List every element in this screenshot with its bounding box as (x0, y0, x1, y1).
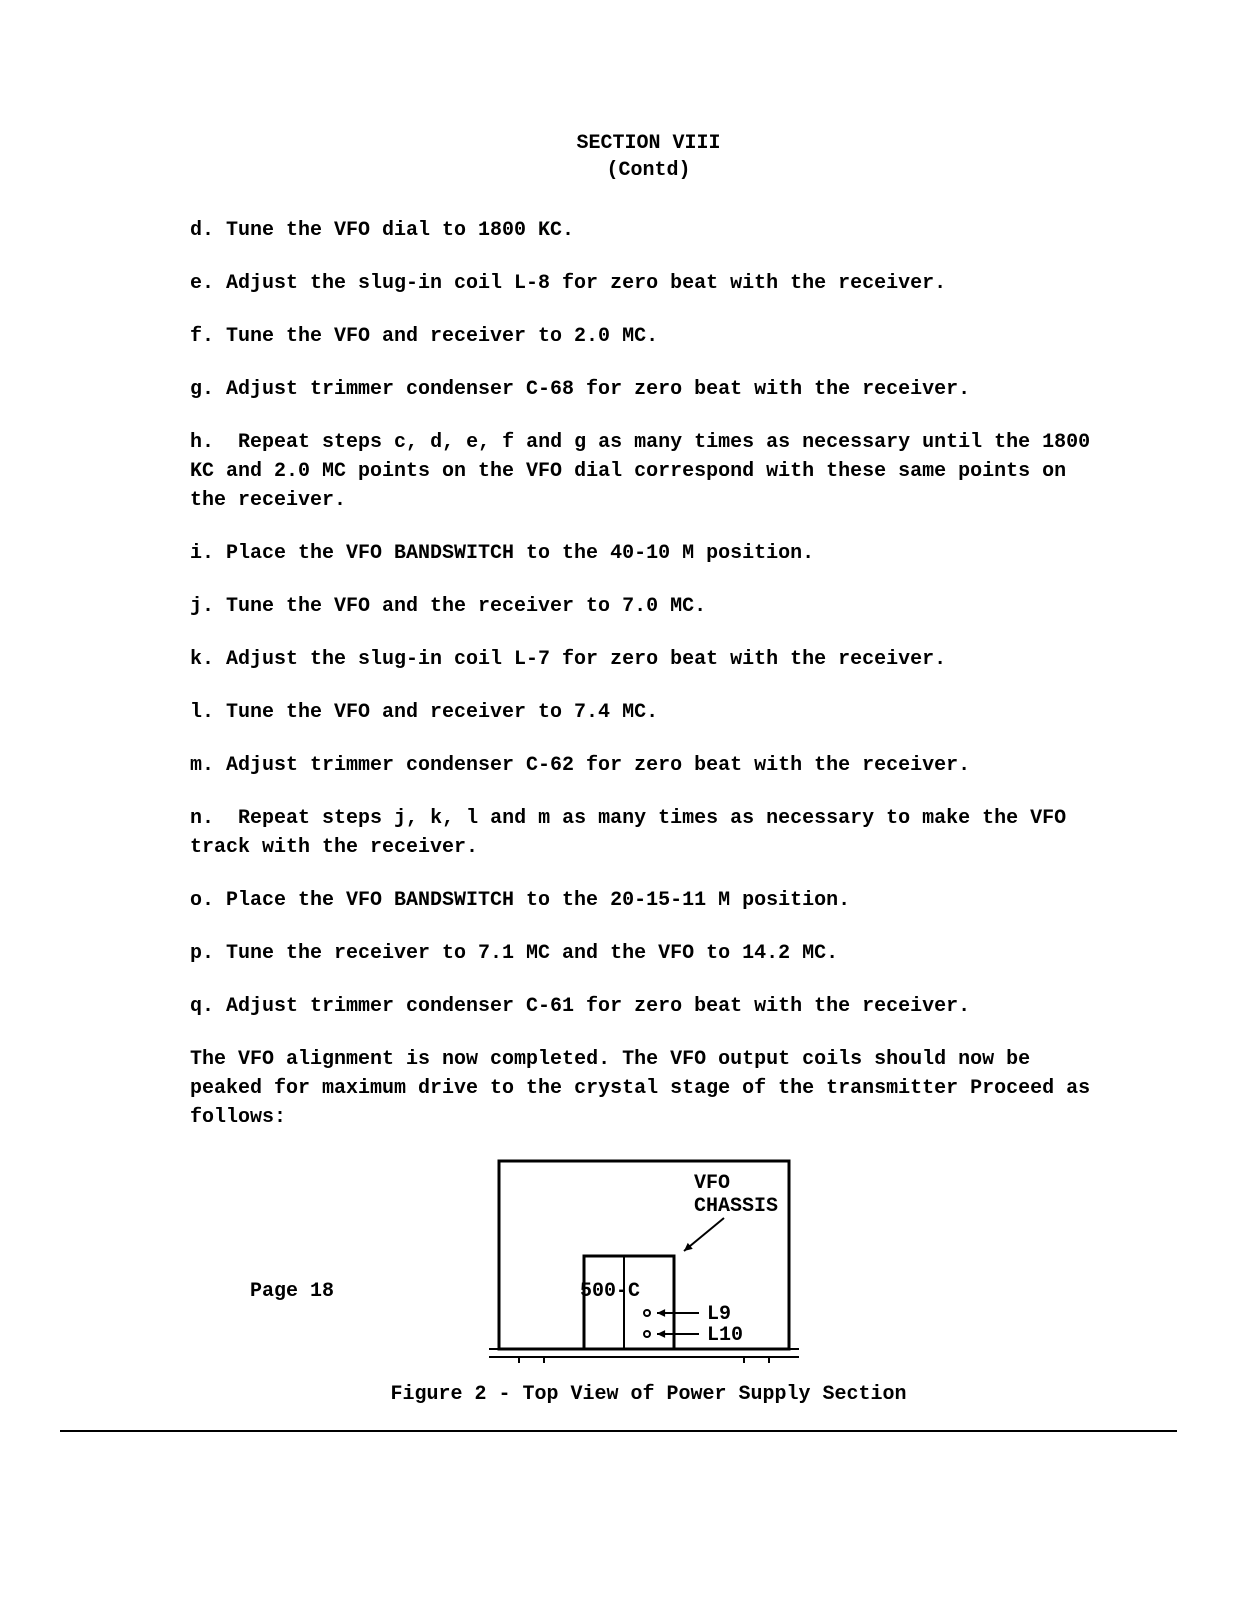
step-text: Adjust trimmer condenser C-61 for zero b… (226, 992, 1107, 1021)
step-d: d. Tune the VFO dial to 1800 KC. (190, 216, 1107, 245)
step-label: o. (190, 886, 226, 915)
page: SECTION VIII (Contd) d. Tune the VFO dia… (0, 0, 1237, 1466)
step-j: j. Tune the VFO and the receiver to 7.0 … (190, 592, 1107, 621)
step-label: p. (190, 939, 226, 968)
step-text: Repeat steps j, k, l and m as many times… (190, 807, 1066, 859)
step-text: Place the VFO BANDSWITCH to the 40-10 M … (226, 539, 1107, 568)
step-label: m. (190, 751, 226, 780)
step-e: e. Adjust the slug-in coil L-8 for zero … (190, 269, 1107, 298)
document-number: 500-C (580, 1280, 640, 1303)
step-label: k. (190, 645, 226, 674)
step-i: i. Place the VFO BANDSWITCH to the 40-10… (190, 539, 1107, 568)
step-text: Adjust trimmer condenser C-68 for zero b… (226, 375, 1107, 404)
step-label: e. (190, 269, 226, 298)
figure-diagram: VFOCHASSIS L9L10 (489, 1156, 809, 1373)
step-text: Repeat steps c, d, e, f and g as many ti… (190, 431, 1090, 512)
step-l: l. Tune the VFO and receiver to 7.4 MC. (190, 698, 1107, 727)
step-h: h. Repeat steps c, d, e, f and g as many… (190, 428, 1107, 515)
step-text: Tune the VFO and receiver to 7.4 MC. (226, 698, 1107, 727)
svg-text:VFO: VFO (694, 1172, 730, 1195)
step-text: Tune the VFO dial to 1800 KC. (226, 216, 1107, 245)
step-n: n. Repeat steps j, k, l and m as many ti… (190, 804, 1107, 862)
step-label: i. (190, 539, 226, 568)
step-label: g. (190, 375, 226, 404)
step-label: l. (190, 698, 226, 727)
section-contd: (Contd) (190, 157, 1107, 184)
step-k: k. Adjust the slug-in coil L-7 for zero … (190, 645, 1107, 674)
step-text: Tune the VFO and the receiver to 7.0 MC. (226, 592, 1107, 621)
step-label: q. (190, 992, 226, 1021)
step-text: Tune the receiver to 7.1 MC and the VFO … (226, 939, 1107, 968)
step-text: Adjust trimmer condenser C-62 for zero b… (226, 751, 1107, 780)
section-header: SECTION VIII (Contd) (190, 130, 1107, 184)
step-q: q. Adjust trimmer condenser C-61 for zer… (190, 992, 1107, 1021)
svg-text:L10: L10 (707, 1324, 743, 1347)
step-text: Tune the VFO and receiver to 2.0 MC. (226, 322, 1107, 351)
step-text: Adjust the slug-in coil L-8 for zero bea… (226, 269, 1107, 298)
step-f: f. Tune the VFO and receiver to 2.0 MC. (190, 322, 1107, 351)
step-label: f. (190, 322, 226, 351)
step-label: h. (190, 431, 214, 454)
step-text: Place the VFO BANDSWITCH to the 20-15-11… (226, 886, 1107, 915)
diagram-svg: VFOCHASSIS L9L10 (489, 1156, 809, 1366)
step-m: m. Adjust trimmer condenser C-62 for zer… (190, 751, 1107, 780)
step-g: g. Adjust trimmer condenser C-68 for zer… (190, 375, 1107, 404)
step-o: o. Place the VFO BANDSWITCH to the 20-15… (190, 886, 1107, 915)
page-rule (60, 1430, 1177, 1432)
step-label: d. (190, 216, 226, 245)
page-number: Page 18 (250, 1280, 334, 1303)
step-text: Adjust the slug-in coil L-7 for zero bea… (226, 645, 1107, 674)
step-label: n. (190, 807, 214, 830)
section-title: SECTION VIII (190, 130, 1107, 157)
step-p: p. Tune the receiver to 7.1 MC and the V… (190, 939, 1107, 968)
closing-paragraph: The VFO alignment is now completed. The … (190, 1045, 1107, 1132)
step-label: j. (190, 592, 226, 621)
svg-text:CHASSIS: CHASSIS (694, 1195, 778, 1218)
svg-text:L9: L9 (707, 1303, 731, 1326)
figure-caption: Figure 2 - Top View of Power Supply Sect… (190, 1383, 1107, 1406)
